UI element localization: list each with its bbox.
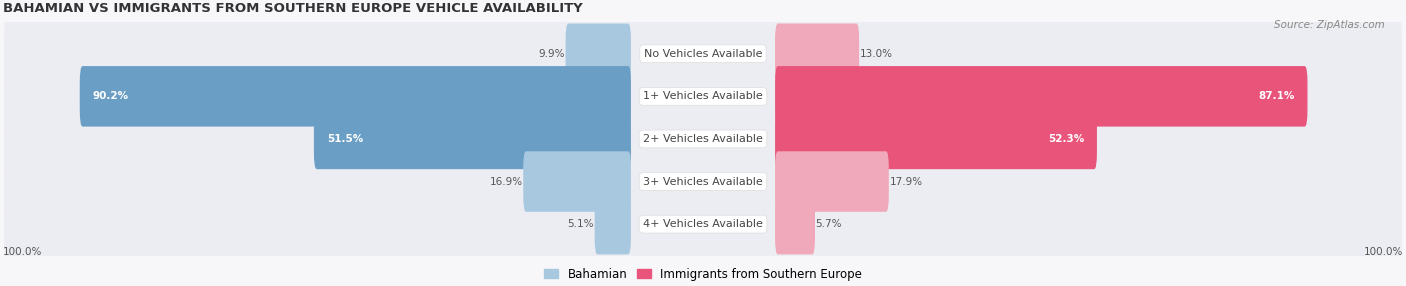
Legend: Bahamian, Immigrants from Southern Europe: Bahamian, Immigrants from Southern Europ…	[538, 263, 868, 285]
Text: No Vehicles Available: No Vehicles Available	[644, 49, 762, 59]
FancyBboxPatch shape	[775, 151, 889, 212]
Text: 13.0%: 13.0%	[860, 49, 893, 59]
Text: 3+ Vehicles Available: 3+ Vehicles Available	[643, 176, 763, 186]
Text: 17.9%: 17.9%	[890, 176, 922, 186]
Text: 100.0%: 100.0%	[1364, 247, 1403, 257]
FancyBboxPatch shape	[4, 174, 1402, 274]
Text: 4+ Vehicles Available: 4+ Vehicles Available	[643, 219, 763, 229]
Text: BAHAMIAN VS IMMIGRANTS FROM SOUTHERN EUROPE VEHICLE AVAILABILITY: BAHAMIAN VS IMMIGRANTS FROM SOUTHERN EUR…	[3, 2, 582, 15]
Text: 5.7%: 5.7%	[815, 219, 842, 229]
Text: 2+ Vehicles Available: 2+ Vehicles Available	[643, 134, 763, 144]
Text: 90.2%: 90.2%	[93, 91, 129, 101]
Text: 16.9%: 16.9%	[489, 176, 523, 186]
FancyBboxPatch shape	[775, 109, 1097, 169]
Text: 1+ Vehicles Available: 1+ Vehicles Available	[643, 91, 763, 101]
FancyBboxPatch shape	[775, 194, 815, 254]
FancyBboxPatch shape	[595, 194, 631, 254]
Text: 52.3%: 52.3%	[1047, 134, 1084, 144]
Text: Source: ZipAtlas.com: Source: ZipAtlas.com	[1274, 20, 1385, 30]
Text: 9.9%: 9.9%	[538, 49, 565, 59]
FancyBboxPatch shape	[775, 66, 1308, 127]
FancyBboxPatch shape	[4, 132, 1402, 231]
FancyBboxPatch shape	[565, 23, 631, 84]
Text: 51.5%: 51.5%	[326, 134, 363, 144]
FancyBboxPatch shape	[523, 151, 631, 212]
Text: 100.0%: 100.0%	[3, 247, 42, 257]
FancyBboxPatch shape	[314, 109, 631, 169]
FancyBboxPatch shape	[4, 47, 1402, 146]
FancyBboxPatch shape	[775, 23, 859, 84]
FancyBboxPatch shape	[4, 4, 1402, 104]
FancyBboxPatch shape	[4, 89, 1402, 189]
Text: 5.1%: 5.1%	[568, 219, 593, 229]
FancyBboxPatch shape	[80, 66, 631, 127]
Text: 87.1%: 87.1%	[1258, 91, 1295, 101]
